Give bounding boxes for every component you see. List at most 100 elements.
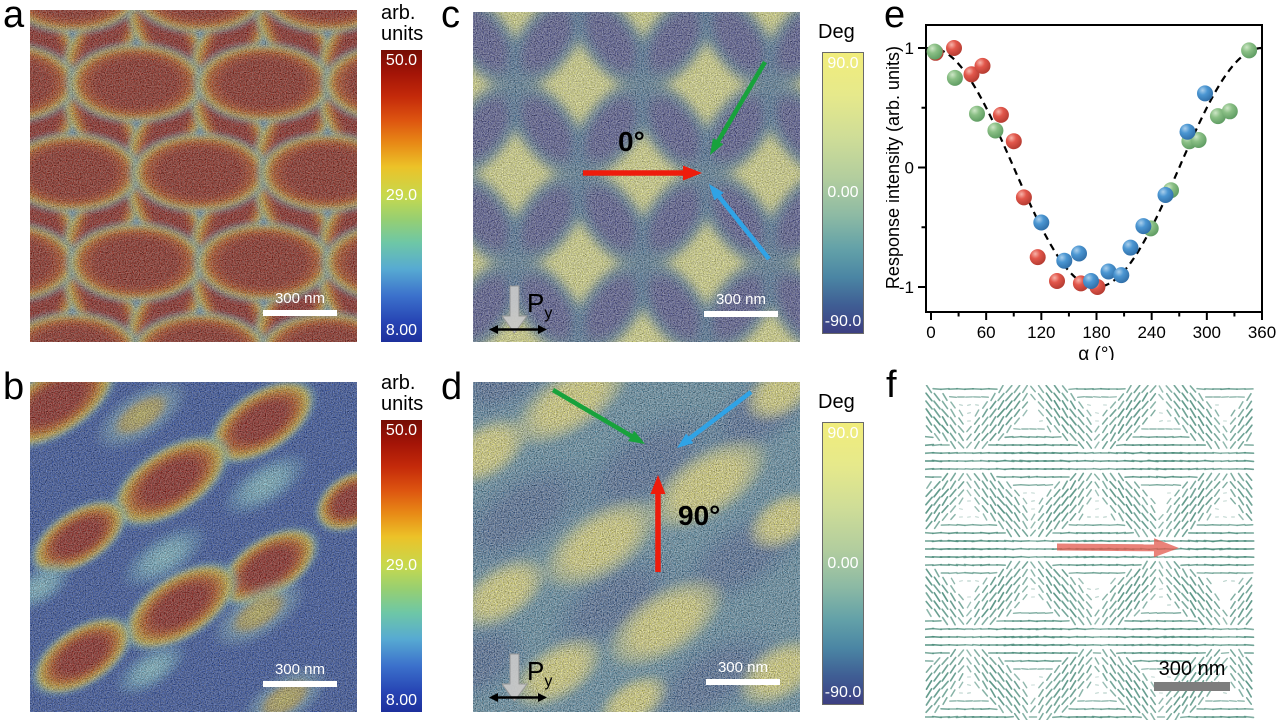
x-tick-label: 120 bbox=[1027, 323, 1055, 342]
colorbar-tick-min: -90.0 bbox=[824, 684, 862, 701]
scalebar-line bbox=[263, 681, 337, 687]
colorbar-a: 50.0 29.0 8.00 bbox=[381, 50, 422, 342]
panel-label-e: e bbox=[884, 0, 906, 36]
data-point bbox=[1122, 239, 1139, 256]
angle-label-90deg: 90° bbox=[678, 500, 721, 531]
x-tick-label: 360 bbox=[1248, 323, 1276, 342]
scalebar-c: 300 nm bbox=[704, 292, 778, 317]
colorbar-title-line: Deg bbox=[818, 21, 855, 43]
data-point bbox=[1157, 187, 1174, 203]
colorbar-title-line: Deg bbox=[818, 391, 855, 413]
colorbar-tick-mid: 0.00 bbox=[827, 184, 859, 201]
scalebar-label: 300 nm bbox=[1158, 658, 1226, 680]
blue-arrow bbox=[709, 184, 771, 261]
polarization-vector-map bbox=[925, 385, 1255, 720]
down-arrow-icon bbox=[501, 285, 528, 334]
data-point bbox=[1197, 85, 1213, 102]
data-point bbox=[1179, 123, 1196, 140]
scalebar-label: 300 nm bbox=[274, 290, 326, 307]
blue-arrow bbox=[677, 390, 753, 448]
pfm-phase-image-c bbox=[473, 12, 800, 342]
data-point bbox=[969, 105, 985, 122]
panel-label-f: f bbox=[886, 364, 897, 406]
green-arrow bbox=[551, 388, 645, 444]
polarization-label: Py bbox=[527, 288, 553, 323]
polarization-symbol-c: Py bbox=[487, 285, 557, 340]
data-point bbox=[1071, 245, 1087, 262]
colorbar-tick-max: 50.0 bbox=[385, 52, 418, 69]
y-tick-label: 1 bbox=[905, 39, 914, 58]
series-red bbox=[927, 40, 1106, 295]
scalebar-label: 300 nm bbox=[717, 659, 769, 676]
data-point bbox=[1033, 214, 1050, 231]
x-axis-title: α (°) bbox=[1078, 344, 1115, 360]
data-point bbox=[1241, 42, 1258, 59]
scalebar-line bbox=[704, 311, 778, 317]
scalebar-line bbox=[1154, 682, 1230, 691]
scalebar-b: 300 nm bbox=[263, 662, 337, 687]
data-point bbox=[926, 43, 943, 60]
data-point bbox=[1005, 133, 1022, 150]
scalebar-d: 300 nm bbox=[706, 660, 780, 685]
scalebar-label: 300 nm bbox=[274, 661, 326, 678]
red-arrow bbox=[1056, 538, 1179, 558]
pfm-amplitude-image-b bbox=[30, 382, 357, 712]
data-point bbox=[1015, 189, 1032, 206]
colorbar-c: 90.0 0.00 -90.0 bbox=[822, 52, 864, 334]
left-arrowhead-icon bbox=[489, 325, 498, 334]
polarization-symbol-d: Py bbox=[487, 653, 557, 708]
y-axis-title: Response intensity (arb. units) bbox=[886, 46, 903, 289]
colorbar-tick-max: 90.0 bbox=[827, 55, 859, 72]
pfm-amplitude-image-a bbox=[30, 10, 357, 342]
data-point bbox=[1113, 267, 1130, 284]
colorbar-tick-mid: 0.00 bbox=[827, 554, 859, 572]
red-arrow bbox=[583, 165, 702, 181]
colorbar-tick-min: 8.00 bbox=[385, 322, 418, 339]
scalebar-label: 300 nm bbox=[715, 291, 767, 308]
data-point bbox=[1083, 273, 1099, 289]
colorbar-tick-max: 90.0 bbox=[827, 425, 859, 442]
x-tick-label: 180 bbox=[1082, 323, 1110, 342]
green-arrow bbox=[710, 60, 767, 155]
data-point bbox=[1029, 249, 1046, 266]
colorbar-title-line: arb. bbox=[381, 372, 416, 394]
data-point bbox=[1056, 252, 1073, 269]
red-arrow bbox=[650, 475, 666, 572]
data-point bbox=[946, 40, 962, 56]
data-point bbox=[992, 106, 1009, 123]
scalebar-f: 300 nm bbox=[1154, 658, 1230, 691]
colorbar-tick-mid: 29.0 bbox=[385, 557, 418, 574]
colorbar-tick-max: 50.0 bbox=[385, 422, 418, 439]
polarization-arrow bbox=[489, 285, 547, 334]
series-blue bbox=[1033, 85, 1213, 289]
down-arrow-icon bbox=[501, 653, 528, 702]
panel-label-a: a bbox=[3, 0, 25, 36]
y-tick-label: -1 bbox=[899, 278, 914, 297]
data-point bbox=[1135, 218, 1152, 235]
colorbar-title-line: units bbox=[381, 23, 424, 45]
colorbar-tick-min: -90.0 bbox=[824, 313, 862, 330]
right-arrowhead-icon bbox=[538, 693, 547, 702]
data-point bbox=[1049, 273, 1065, 289]
colorbar-tick-mid: 29.0 bbox=[385, 187, 418, 204]
angle-label-0deg: 0° bbox=[618, 126, 645, 157]
colorbar-title-d: Deg bbox=[818, 392, 855, 413]
response-intensity-plot: 0 60 120 180 240 300 360 -1 0 1 α (°) Response inte… bbox=[886, 24, 1276, 360]
colorbar-title-line: arb. bbox=[381, 2, 416, 24]
data-point bbox=[1221, 103, 1238, 120]
colorbar-tick-min: 8.00 bbox=[385, 692, 418, 709]
data-point bbox=[963, 66, 980, 83]
colorbar-b: 50.0 29.0 8.00 bbox=[381, 420, 422, 712]
data-point bbox=[974, 57, 991, 74]
x-tick-label: 60 bbox=[977, 323, 996, 342]
colorbar-title-b: arb. units bbox=[381, 373, 423, 415]
panel-label-d: d bbox=[441, 366, 463, 408]
colorbar-title-a: arb. units bbox=[381, 3, 423, 45]
panel-label-b: b bbox=[3, 366, 25, 408]
colorbar-title-line: units bbox=[381, 393, 424, 415]
panel-label-c: c bbox=[441, 0, 460, 36]
scalebar-line bbox=[263, 310, 337, 316]
x-tick-label: 0 bbox=[926, 323, 935, 342]
data-point bbox=[1190, 132, 1207, 148]
